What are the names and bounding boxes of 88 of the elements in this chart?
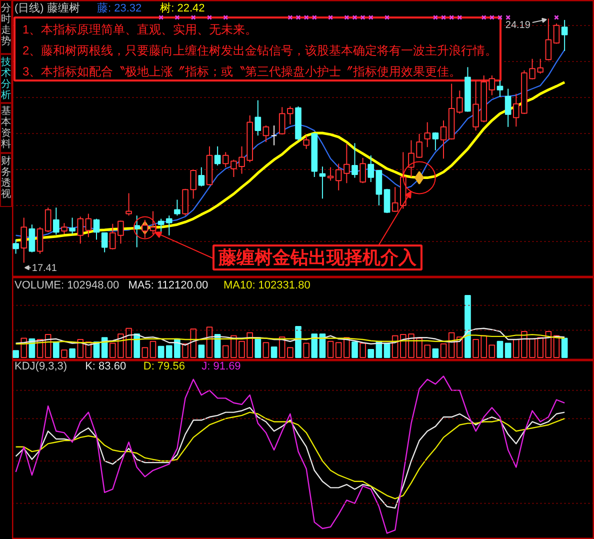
text: MA10: 102331.80: [223, 280, 310, 292]
bar: [561, 338, 568, 358]
candlestick: [262, 124, 270, 143]
candlestick: [504, 88, 512, 128]
candlestick: [166, 215, 172, 236]
bar: [52, 342, 60, 358]
candlestick: [424, 122, 431, 148]
annotation: 24.19: [505, 20, 531, 32]
bar: [432, 348, 439, 358]
chart-title: VOLUME: 102948.00: [14, 280, 120, 292]
candlestick: [77, 216, 84, 244]
bar: [61, 350, 68, 358]
candlestick: [28, 224, 36, 253]
candlestick: [545, 18, 552, 61]
tab-outline: 基本资料: [0, 103, 12, 153]
candlestick: [134, 215, 140, 248]
annotation: 2、藤和树两根线，只要藤向上缠住树发出金钻信号，该股基本确定将有一波主升浪行情。: [22, 44, 498, 58]
candlestick: [52, 207, 60, 236]
bar: [12, 350, 19, 358]
bar: [327, 340, 334, 358]
candlestick: [352, 142, 358, 178]
candlestick: [142, 219, 148, 238]
candlestick: [376, 169, 382, 206]
candlestick: [553, 23, 560, 44]
bar: [303, 342, 310, 358]
bar: [270, 346, 278, 358]
text: MA5: 112120.00: [128, 280, 208, 292]
candlestick: [101, 232, 108, 253]
candlestick: [69, 217, 76, 234]
annotation: 藤缠树金钻出现择机介入: [218, 248, 418, 268]
bar: [198, 344, 205, 358]
bar: [44, 334, 52, 358]
candlestick: [368, 154, 374, 183]
candlestick: [561, 19, 568, 52]
bar: [352, 342, 358, 358]
bar: [368, 348, 374, 358]
text: K: 83.60: [85, 360, 126, 372]
candlestick: [36, 226, 44, 254]
bar: [440, 343, 447, 358]
candlestick: [174, 199, 180, 216]
tab-outline: 财务透视: [0, 153, 12, 207]
chart-title: (日线) 藤缠树: [14, 2, 80, 14]
candlestick: [93, 218, 100, 240]
annotation: 1、本指标原理简单、直观、实用、无未来。: [22, 22, 258, 36]
bar: [77, 339, 84, 358]
series-label: J: 91.69: [202, 360, 241, 372]
bar: [134, 333, 140, 358]
annotation: 3、本指标如配合〝极地上涨〞指标；或〝第三代操盘小护士〞指标使用效果更佳。: [22, 64, 462, 78]
bar: [384, 343, 390, 358]
bar: [150, 340, 156, 358]
tab-outline: 分时走势: [0, 0, 12, 54]
bar: [295, 326, 302, 358]
text: D: 79.56: [143, 360, 185, 372]
text: 树: 22.42: [160, 2, 205, 14]
candlestick: [432, 132, 439, 151]
candlestick: [158, 218, 164, 234]
candlestick: [360, 157, 366, 184]
candlestick: [254, 100, 262, 136]
bar: [254, 337, 262, 358]
bar: [311, 333, 318, 358]
candlestick: [198, 166, 205, 187]
candlestick: [270, 124, 278, 146]
annotation: 17.41: [32, 263, 58, 274]
bar: [142, 347, 148, 358]
bar: [262, 342, 270, 358]
candlestick: [85, 213, 92, 238]
bar: [360, 342, 366, 358]
tab-outline: 技术分析: [0, 54, 12, 103]
candlestick: [190, 169, 197, 200]
candlestick: [61, 222, 68, 234]
text: 藤: 23.32: [96, 2, 142, 14]
candlestick: [214, 146, 221, 166]
chart-title: KDJ(9,3,3): [14, 360, 68, 372]
candlestick: [319, 166, 326, 200]
candlestick: [20, 217, 28, 264]
candlestick: [126, 192, 132, 216]
candlestick: [303, 135, 310, 150]
candlestick: [456, 90, 463, 114]
candlestick: [496, 80, 504, 98]
candlestick: [44, 207, 52, 233]
bar: [488, 344, 496, 358]
candlestick: [12, 239, 19, 254]
candlestick: [440, 120, 447, 160]
bar: [69, 348, 76, 358]
bar: [464, 295, 471, 358]
bar: [158, 346, 164, 358]
bar: [496, 340, 504, 358]
bar: [504, 342, 512, 358]
